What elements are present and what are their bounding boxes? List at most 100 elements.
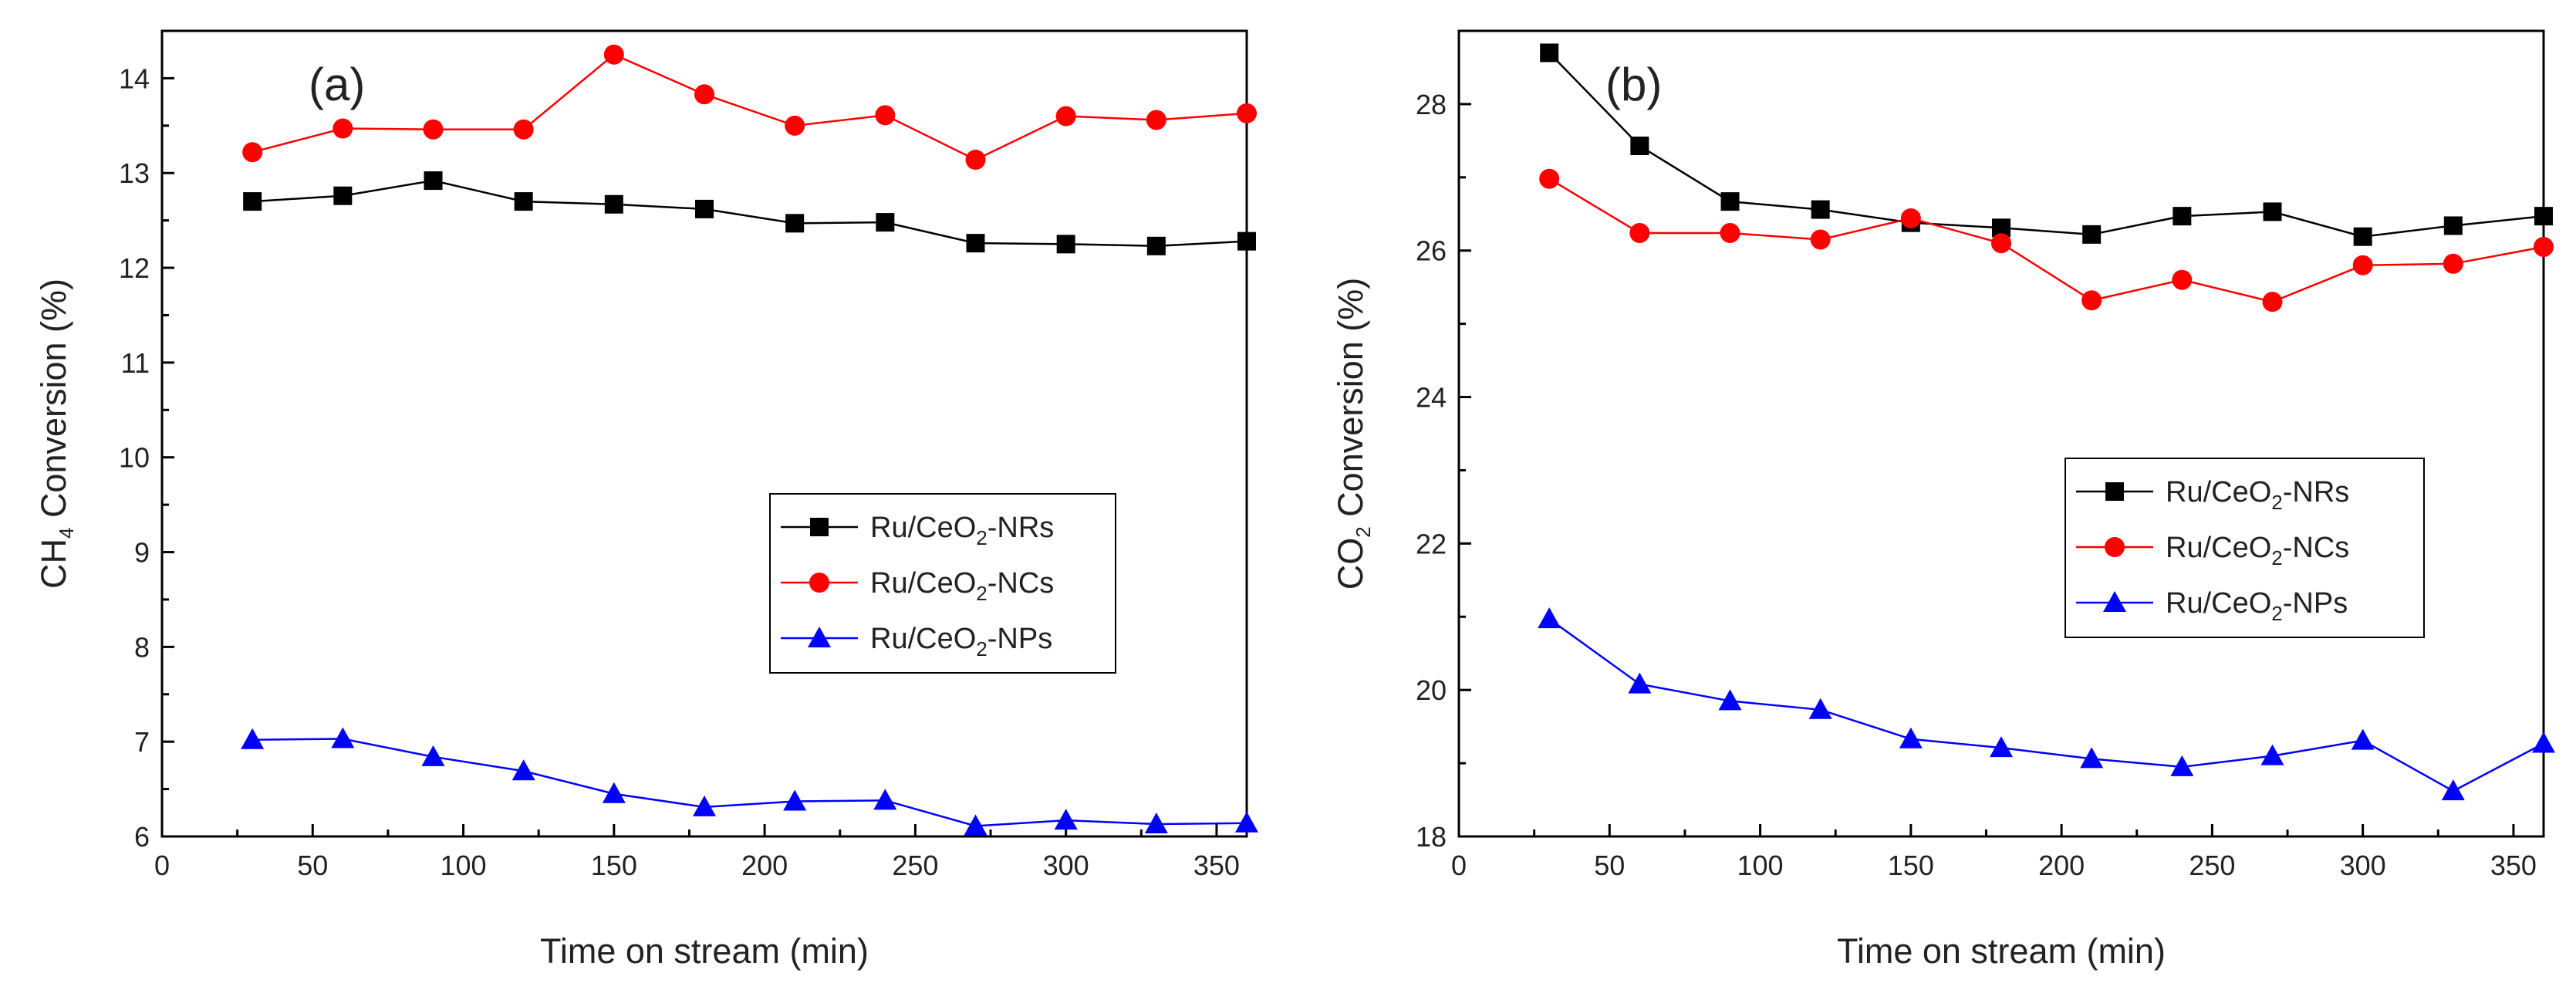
series-ru-ceo2-ncs — [242, 44, 1257, 171]
y-axis-title-part: Conversion (%) — [1331, 278, 1370, 527]
y-tick-label: 6 — [134, 821, 150, 853]
legend-marker — [808, 627, 831, 647]
data-point — [875, 105, 896, 126]
y-axis-title: CH4 Conversion (%) — [34, 279, 78, 589]
legend-label-subscript: 2 — [976, 637, 987, 661]
data-point — [1235, 811, 1258, 833]
data-point — [2441, 779, 2465, 801]
series-ru-ceo2-nrs — [1540, 43, 2553, 246]
x-tick-label: 250 — [892, 850, 938, 881]
legend-label: Ru/CeO2-NPs — [870, 623, 1052, 661]
data-point — [1628, 672, 1652, 694]
data-point — [333, 118, 353, 139]
data-point — [693, 795, 716, 816]
data-point — [783, 789, 807, 811]
legend-label-part: -NCs — [988, 567, 1055, 600]
data-point — [2081, 290, 2102, 311]
legend-label: Ru/CeO2-NCs — [870, 567, 1054, 605]
data-point — [1146, 110, 1166, 130]
series-line — [1548, 177, 2544, 303]
data-point — [1055, 106, 1076, 127]
series-line — [252, 738, 1247, 827]
data-point — [1539, 168, 1560, 189]
data-point — [511, 759, 535, 781]
data-point — [603, 44, 624, 65]
y-tick-label: 7 — [134, 726, 150, 758]
legend-label-subscript: 2 — [2271, 546, 2282, 569]
data-point — [1720, 222, 1740, 243]
series-line — [1548, 618, 2544, 792]
data-point — [2532, 732, 2555, 753]
series-ru-ceo2-nps — [1538, 607, 2555, 801]
panel-label: (a) — [309, 59, 365, 110]
data-point — [785, 115, 805, 136]
data-point — [966, 234, 985, 253]
data-point — [785, 214, 805, 233]
legend-marker — [2105, 537, 2125, 557]
data-point — [1811, 200, 1830, 219]
data-point — [873, 789, 897, 810]
data-point — [2443, 216, 2463, 235]
legend-label-part: -NPs — [988, 623, 1052, 655]
data-point — [514, 192, 533, 211]
series-ru-ceo2-nps — [241, 727, 1258, 836]
data-point — [604, 194, 623, 214]
plot-frame — [160, 29, 1248, 838]
x-tick-label: 250 — [2189, 850, 2235, 881]
legend-label-part: Ru/CeO — [870, 567, 976, 600]
data-point — [1990, 736, 2013, 758]
data-point — [1629, 222, 1650, 243]
data-point — [1899, 727, 1923, 748]
panel-label: (b) — [1605, 59, 1662, 110]
series-line — [252, 179, 1247, 248]
data-point — [964, 814, 988, 836]
data-point — [2173, 207, 2192, 226]
x-tick-label: 300 — [1043, 850, 1089, 881]
y-tick-label: 26 — [1416, 235, 1447, 267]
legend-label-part: -NRs — [2283, 476, 2350, 509]
legend-marker — [2103, 591, 2126, 612]
legend-label: Ru/CeO2-NRs — [870, 512, 1054, 549]
legend-label-part: -NRs — [988, 512, 1055, 544]
data-point — [1720, 192, 1740, 211]
y-tick-label: 20 — [1416, 674, 1447, 706]
y-tick-label: 11 — [121, 347, 150, 379]
data-point — [1718, 689, 1742, 711]
legend-label: Ru/CeO2-NCs — [2166, 532, 2349, 569]
legend-label-part: Ru/CeO — [2166, 476, 2271, 509]
data-point — [2263, 202, 2282, 221]
y-axis-title: CO2 Conversion (%) — [1331, 278, 1375, 590]
data-point — [421, 745, 445, 766]
data-point — [1810, 229, 1831, 250]
legend-marker — [809, 573, 829, 593]
y-tick-label: 28 — [1416, 89, 1447, 120]
x-tick-label: 150 — [591, 850, 637, 881]
x-tick-label: 350 — [2490, 850, 2537, 881]
data-point — [1056, 235, 1075, 254]
legend-label-part: Ru/CeO — [2166, 532, 2271, 564]
y-axis-title-part: CH — [34, 539, 73, 589]
data-point — [2534, 207, 2553, 226]
y-tick-label: 18 — [1416, 821, 1447, 853]
data-point — [331, 727, 355, 748]
data-point — [1237, 103, 1257, 123]
legend-marker — [2105, 482, 2124, 501]
data-point — [2353, 227, 2372, 246]
data-point — [1146, 236, 1166, 255]
y-axis-title-subscript: 2 — [1352, 526, 1375, 537]
data-point — [333, 186, 353, 205]
data-point — [1808, 698, 1832, 719]
x-tick-label: 50 — [297, 850, 328, 881]
y-tick-label: 24 — [1416, 382, 1447, 414]
data-point — [1540, 43, 1559, 63]
series-line — [1548, 52, 2544, 238]
data-point — [2262, 292, 2283, 313]
y-axis-title-part: Conversion (%) — [34, 279, 73, 528]
x-axis-title: Time on stream (min) — [1837, 931, 2166, 971]
data-point — [1237, 231, 1256, 251]
data-point — [242, 142, 263, 163]
legend-label-part: -NCs — [2283, 532, 2350, 564]
